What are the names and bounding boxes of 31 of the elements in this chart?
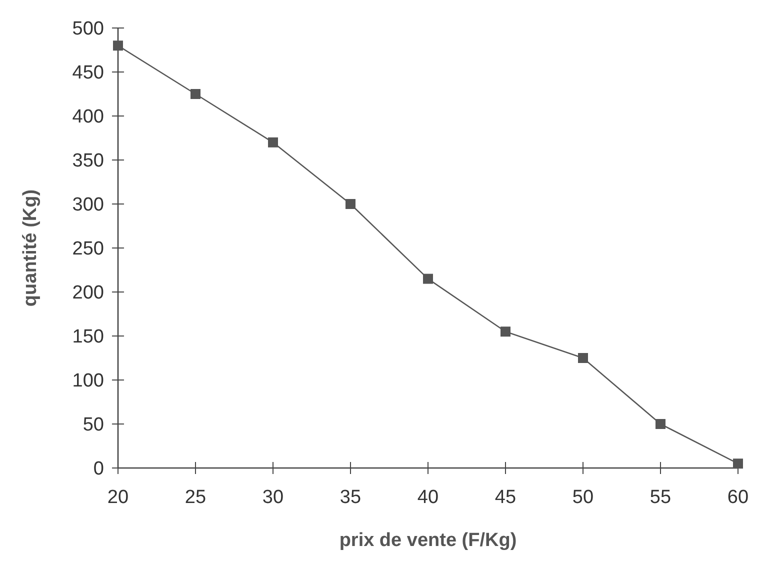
y-tick-label: 350 [72,150,104,172]
x-tick-label: 20 [107,487,129,508]
point [190,89,200,99]
y-tick-label: 450 [72,62,104,84]
point [346,199,356,209]
y-tick-label: 100 [72,370,104,392]
point [423,274,433,284]
x-tick-label: 30 [262,487,284,508]
point [656,419,666,429]
point [733,458,743,469]
x-tick-label: 40 [417,487,439,508]
x-tick-label: 45 [494,487,516,508]
x-tick-label: 25 [184,487,206,508]
x-tick-label: 60 [727,487,749,508]
y-tick-label: 200 [72,282,104,304]
y-tick-label: 0 [93,458,104,480]
x-tick-label: 55 [650,487,672,508]
y-tick-label: 150 [72,326,104,348]
y-axis-title: quantité (Kg) [20,189,41,307]
point [268,137,278,148]
y-tick-label: 250 [72,238,104,260]
y-tick-label: 400 [72,106,104,128]
point [578,353,588,363]
y-tick-label: 500 [72,18,104,40]
x-tick-label: 50 [572,487,594,508]
y-tick-label: 50 [82,414,104,436]
point [113,40,123,51]
x-tick-label: 35 [340,487,362,508]
x-axis-title: prix de vente (F/Kg) [339,530,517,551]
point [500,326,510,337]
y-tick-label: 300 [72,194,104,216]
